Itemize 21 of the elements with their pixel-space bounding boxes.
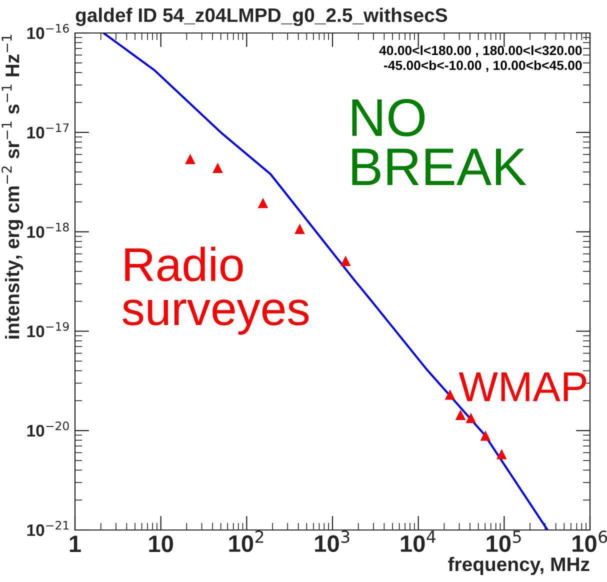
x-tick-label: 10$^{4}$ [400,530,436,552]
y-tick-label: 10$^{−21}$ [27,520,69,536]
y-tick-label: 10$^{−17}$ [27,123,69,138]
y-tick-label: 10$^{−18}$ [27,222,69,238]
y-tick-label: 10$^{−16}$ [27,24,69,40]
annotation: Radio surveyes [122,246,309,335]
x-tick-label: 10$^{2}$ [229,530,264,552]
y-tick-label: 10$^{−20}$ [27,421,69,437]
annotation: NO BREAK [352,99,526,186]
x-tick-label: 10 [149,535,173,552]
annotation: WMAP [458,372,586,402]
chart-title: galdef ID 54_z04LMPD_g0_2.5_withsecS [76,8,448,26]
x-tick-label: 10$^{5}$ [486,530,521,552]
y-axis-title: intensity, erg cm$^{−2}$ sr$^{−1}$ s$^{−1}$ Hz$^{−1}$ [2,34,24,338]
x-tick-label: 10$^{3}$ [315,530,350,552]
x-tick-label: 1 [70,536,81,552]
x-axis-title: frequency, MHz [448,556,590,575]
y-tick-label: 10$^{−19}$ [27,322,69,338]
x-tick-label: 10$^{6}$ [572,530,607,552]
annotation: -45.00<b<-10.00 , 10.00<b<45.00 [384,60,582,72]
annotation: 40.00<l<180.00 , 180.00<l<320.00 [379,45,582,58]
